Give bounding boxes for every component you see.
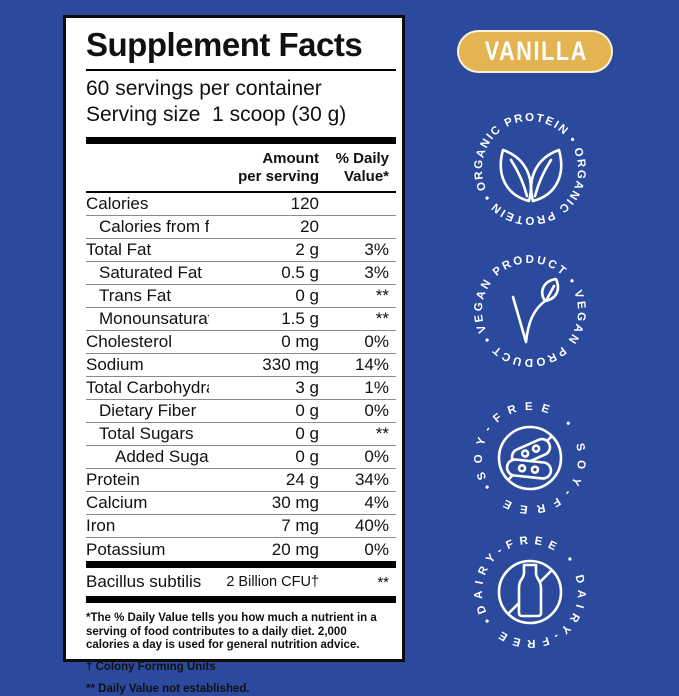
no-dairy-icon: [497, 559, 563, 625]
flavor-badge-vanilla: VANILLA: [457, 30, 613, 73]
nutrient-amount: 7 mg: [281, 516, 319, 536]
nutrient-dv: **: [375, 309, 389, 329]
nutrient-name: Total Carbohydrate: [86, 378, 209, 398]
nutrient-dv: 4%: [364, 493, 389, 513]
daily-value-column-header: % Daily Value*: [335, 149, 389, 185]
nutrient-dv: 0%: [364, 401, 389, 421]
vegan-product-badge: VEGAN PRODUCT • VEGAN PRODUCT •: [473, 254, 587, 368]
nutrient-dv: **: [375, 424, 389, 444]
nutrient-dv: 34%: [354, 470, 389, 490]
vegan-leaf-icon: [511, 277, 560, 344]
nutrient-name: Total Fat: [86, 240, 152, 260]
nutrient-amount: 0 g: [295, 401, 319, 421]
amount-column-header: Amount per serving: [238, 149, 319, 185]
nutrient-name: Saturated Fat: [99, 263, 203, 283]
nutrient-dv: 14%: [354, 355, 389, 375]
label-title: Supplement Facts: [86, 26, 363, 63]
nutrient-name: Cholesterol: [86, 332, 172, 352]
divider: [86, 68, 396, 71]
probiotic-row: Bacillus subtilis 2 Billion CFU† **: [86, 568, 396, 596]
nutrient-amount: 0 mg: [281, 332, 319, 352]
soy-free-badge: SOY-FREE • SOY-FREE •: [473, 401, 587, 515]
table-row: Calories 120: [86, 193, 396, 217]
footnotes: *The % Daily Value tells you how much a …: [86, 612, 396, 696]
flavor-label: VANILLA: [484, 36, 588, 66]
nutrient-amount: 0 g: [295, 286, 319, 306]
badge-ring-text: ORGANIC PROTEIN • ORGANIC PROTEIN •: [473, 112, 587, 226]
leaves-icon: [499, 148, 563, 203]
table-row: Calcium 30 mg 4%: [86, 492, 396, 516]
column-headers: Amount per serving % Daily Value*: [86, 144, 396, 191]
nutrient-amount: 1.5 g: [281, 309, 319, 329]
divider: [86, 191, 396, 194]
thick-divider-mid: [86, 561, 396, 569]
nutrient-name: Monounsaturated Fat: [99, 309, 209, 329]
nutrient-amount: 2 g: [295, 240, 319, 260]
servings-per-container: 60 servings per container: [86, 76, 322, 100]
nutrient-dv: 40%: [354, 516, 389, 536]
nutrient-amount: 30 mg: [271, 493, 319, 513]
nutrient-dv: 0%: [364, 539, 389, 559]
cfu-footnote: † Colony Forming Units: [86, 661, 216, 674]
serving-size: Serving size 1 scoop (30 g): [86, 102, 347, 126]
daily-value-footnote: *The % Daily Value tells you how much a …: [86, 612, 377, 652]
badge-ring-text: VEGAN PRODUCT • VEGAN PRODUCT •: [473, 254, 587, 368]
nutrient-dv: 1%: [364, 378, 389, 398]
table-row: Cholesterol 0 mg 0%: [86, 331, 396, 355]
nutrient-amount: 0 g: [295, 424, 319, 444]
table-row: Trans Fat 0 g **: [86, 285, 396, 309]
table-row: Sodium 330 mg 14%: [86, 354, 396, 378]
nutrient-name: Potassium: [86, 539, 166, 559]
nutrient-amount: 24 g: [285, 470, 319, 490]
table-row: Potassium 20 mg 0%: [86, 538, 396, 561]
nutrient-name: Added Sugars: [115, 447, 209, 467]
no-soy-icon: [497, 425, 563, 491]
nutrient-dv: **: [377, 573, 389, 591]
nutrient-amount: 3 g: [295, 378, 319, 398]
nutrient-amount: 2 Billion CFU†: [226, 574, 319, 591]
nutrient-amount: 20: [300, 217, 319, 237]
not-established-footnote: ** Daily Value not established.: [86, 682, 250, 695]
nutrient-dv: 3%: [364, 263, 389, 283]
nutrient-dv: 0%: [364, 447, 389, 467]
table-row: Monounsaturated Fat 1.5 g **: [86, 308, 396, 332]
table-row: Saturated Fat 0.5 g 3%: [86, 262, 396, 286]
thick-divider-bottom: [86, 596, 396, 604]
table-row: Protein 24 g 34%: [86, 469, 396, 493]
table-row: Total Sugars 0 g **: [86, 423, 396, 447]
dairy-free-badge: DAIRY-FREE • DAIRY-FREE •: [473, 535, 587, 649]
nutrient-name: Trans Fat: [99, 286, 172, 306]
nutrient-amount: 0 g: [295, 447, 319, 467]
table-row: Total Carbohydrate 3 g 1%: [86, 377, 396, 401]
nutrient-dv: 0%: [364, 332, 389, 352]
nutrient-dv: **: [375, 286, 389, 306]
nutrient-name: Bacillus subtilis: [86, 572, 202, 592]
table-row: Iron 7 mg 40%: [86, 515, 396, 539]
table-row: Calories from fat 20: [86, 216, 396, 240]
table-row: Added Sugars 0 g 0%: [86, 446, 396, 470]
nutrient-name: Protein: [86, 470, 140, 490]
nutrient-name: Calcium: [86, 493, 148, 513]
nutrient-name: Sodium: [86, 355, 144, 375]
nutrient-table: Calories 120 Calories from fat 20 Total Fat 2…: [86, 193, 396, 561]
nutrient-name: Iron: [86, 516, 116, 536]
table-row: Dietary Fiber 0 g 0%: [86, 400, 396, 424]
nutrient-amount: 0.5 g: [281, 263, 319, 283]
spacer: [86, 150, 209, 185]
nutrient-amount: 20 mg: [271, 539, 319, 559]
supplement-facts-label: Supplement Facts 60 servings per contain…: [63, 15, 405, 695]
table-row: Total Fat 2 g 3%: [86, 239, 396, 263]
nutrient-dv: 3%: [364, 240, 389, 260]
nutrient-amount: 330 mg: [262, 355, 319, 375]
nutrient-name: Total Sugars: [99, 424, 194, 444]
nutrient-name: Dietary Fiber: [99, 401, 197, 421]
nutrient-name: Calories: [86, 194, 149, 214]
nutrient-name: Calories from fat: [99, 217, 209, 237]
thick-divider-top: [86, 136, 396, 144]
organic-protein-badge: ORGANIC PROTEIN • ORGANIC PROTEIN •: [473, 112, 587, 226]
nutrient-amount: 120: [290, 194, 319, 214]
